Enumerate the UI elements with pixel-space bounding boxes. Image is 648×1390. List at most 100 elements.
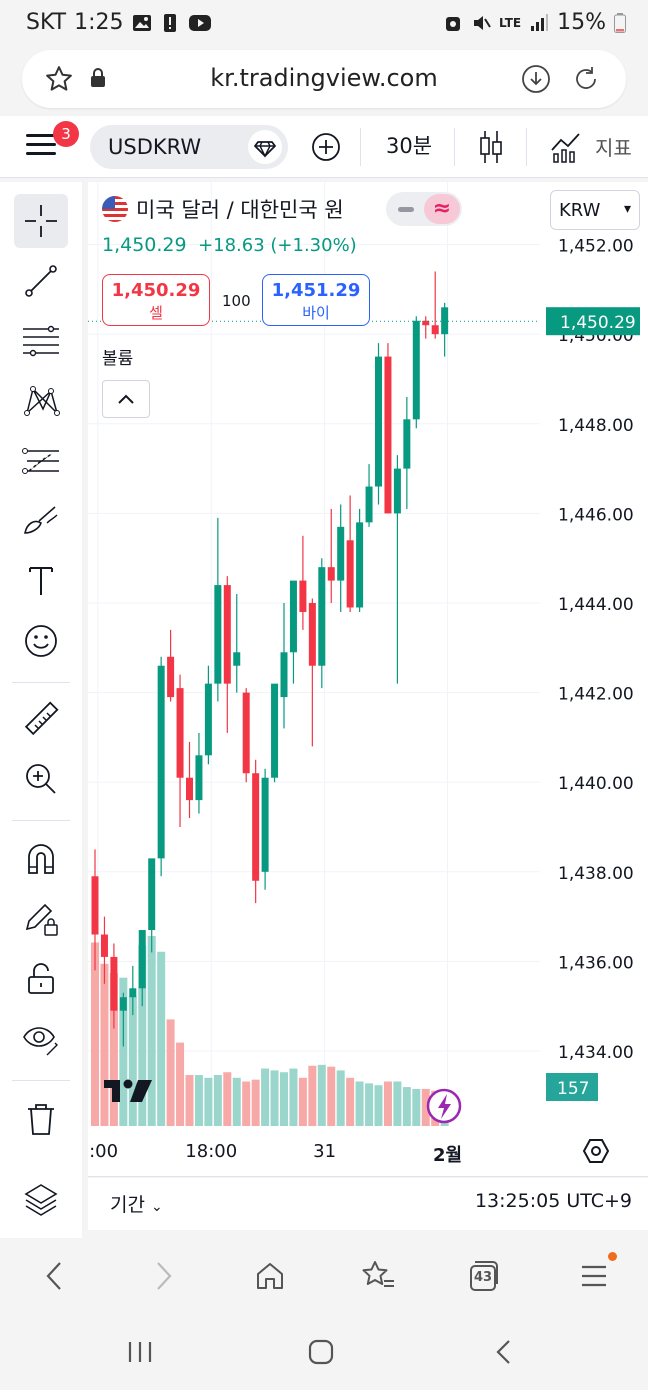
candle-body[interactable] — [431, 325, 439, 335]
candle-body[interactable] — [100, 934, 108, 957]
home-nav-icon[interactable] — [308, 1339, 336, 1365]
bookmarks-button[interactable] — [358, 1256, 398, 1296]
candle-body[interactable] — [110, 956, 118, 1011]
address-bar[interactable]: kr.tradingview.com — [22, 50, 626, 108]
currency-select[interactable]: KRW ▾ — [550, 190, 640, 230]
price-tick-label: 1,444.00 — [558, 595, 634, 615]
candle-body[interactable] — [195, 755, 203, 801]
candle-body[interactable] — [252, 773, 260, 881]
candle-body[interactable] — [299, 580, 307, 612]
volume-bar — [204, 1077, 213, 1126]
timezone-clock[interactable]: 13:25:05 UTC+9 — [474, 1190, 632, 1212]
candle-body[interactable] — [233, 652, 241, 666]
candle-body[interactable] — [148, 858, 156, 931]
lock-drawings-tool[interactable] — [14, 892, 68, 946]
us-flag-icon — [102, 196, 128, 222]
sell-button[interactable]: 1,450.29 셀 — [102, 274, 210, 326]
back-nav-icon[interactable] — [494, 1339, 514, 1365]
candle-body[interactable] — [412, 320, 420, 420]
interval-button[interactable]: 30분 — [386, 134, 433, 158]
candle-body[interactable] — [337, 526, 345, 581]
candle-body[interactable] — [223, 585, 231, 684]
candle-body[interactable] — [261, 777, 269, 872]
url-text[interactable]: kr.tradingview.com — [210, 64, 438, 92]
candle-body[interactable] — [214, 585, 222, 684]
candle-body[interactable] — [138, 930, 146, 989]
candle-body[interactable] — [289, 580, 297, 653]
candle-body[interactable] — [91, 876, 99, 935]
tabs-button[interactable]: 43 — [464, 1256, 504, 1296]
candle-body[interactable] — [242, 692, 250, 774]
candle-body[interactable] — [271, 683, 279, 778]
price-axis[interactable] — [546, 234, 648, 1126]
volume-legend-label[interactable]: 볼륨 — [102, 349, 134, 369]
symbol-search-button[interactable]: USDKRW — [90, 125, 288, 169]
candle-body[interactable] — [167, 656, 175, 698]
lock-all-tool[interactable] — [14, 952, 68, 1006]
candle-body[interactable] — [157, 665, 165, 859]
candle-body[interactable] — [384, 356, 392, 514]
candle-body[interactable] — [375, 356, 382, 487]
reload-icon[interactable] — [570, 63, 602, 95]
bookmark-star-icon[interactable] — [44, 64, 74, 94]
candle-body[interactable] — [346, 540, 354, 608]
candle-body[interactable] — [393, 468, 401, 514]
trend-line-tool[interactable] — [14, 254, 68, 308]
symbol-label: USDKRW — [108, 135, 202, 159]
candle-body[interactable] — [327, 567, 335, 581]
candle-body[interactable] — [308, 603, 316, 666]
period-selector[interactable]: 기간 ⌄ — [110, 1190, 163, 1217]
symbol-info-button[interactable] — [248, 130, 282, 164]
candle-body[interactable] — [176, 688, 184, 778]
clock-label: 1:25 — [74, 10, 124, 35]
tradingview-logo[interactable] — [104, 1079, 152, 1103]
menu-button[interactable] — [26, 134, 56, 158]
back-button[interactable] — [34, 1256, 74, 1296]
symbol-legend[interactable]: 미국 달러 / 대한민국 원 — [102, 194, 344, 224]
candle-body[interactable] — [365, 486, 373, 523]
zoom-tool[interactable] — [14, 752, 68, 806]
brush-tool[interactable] — [14, 494, 68, 548]
time-axis[interactable]: 2:00 18:00 31 2월 — [88, 1126, 648, 1176]
compare-add-icon[interactable] — [310, 131, 342, 163]
chart-pane[interactable]: 1,452.00 1,450.00 1,448.00 1,446.00 1,444.00… — [88, 182, 648, 1126]
forward-button[interactable] — [144, 1256, 184, 1296]
magnet-tool[interactable] — [14, 832, 68, 886]
home-button[interactable] — [250, 1256, 290, 1296]
candle-body[interactable] — [403, 419, 411, 469]
price-chart[interactable]: 1,452.001,450.001,448.001,446.001,444.00… — [88, 182, 648, 1126]
object-tree-tool[interactable] — [14, 1172, 68, 1226]
text-tool[interactable] — [14, 554, 68, 608]
emoji-tool[interactable] — [14, 614, 68, 668]
candle-body[interactable] — [186, 777, 193, 801]
legend-toggle[interactable]: ≈ — [386, 192, 462, 226]
fib-tool[interactable] — [14, 314, 68, 368]
status-bar: SKT 1:25 LTE 15% — [0, 0, 648, 48]
candle-body[interactable] — [119, 997, 127, 1011]
forecast-tool[interactable] — [14, 434, 68, 488]
remove-drawings-tool[interactable] — [14, 1092, 68, 1146]
volume-bar — [223, 1072, 232, 1126]
layers-icon — [24, 1184, 58, 1216]
candle-body[interactable] — [356, 522, 364, 608]
indicators-label[interactable]: 지표 — [595, 136, 632, 160]
signal-icon — [531, 13, 549, 31]
buy-button[interactable]: 1,451.29 바이 — [262, 274, 370, 326]
chart-settings-hexagon-icon[interactable] — [582, 1137, 610, 1165]
measure-tool[interactable] — [14, 692, 68, 746]
candle-body[interactable] — [204, 683, 212, 756]
candle-body[interactable] — [129, 988, 137, 998]
pattern-tool[interactable] — [14, 374, 68, 428]
indicators-icon[interactable] — [550, 128, 582, 164]
legend-collapse-button[interactable] — [102, 380, 150, 418]
candle-body[interactable] — [422, 320, 430, 326]
download-icon[interactable] — [520, 63, 552, 95]
candle-style-icon[interactable] — [478, 128, 504, 166]
candle-body[interactable] — [280, 652, 288, 698]
hide-drawings-tool[interactable] — [14, 1012, 68, 1066]
chevron-left-icon — [46, 1262, 61, 1290]
recent-apps-icon[interactable] — [126, 1340, 154, 1364]
browser-menu-button[interactable] — [574, 1252, 617, 1296]
crosshair-tool[interactable] — [14, 194, 68, 248]
candle-body[interactable] — [318, 567, 326, 666]
